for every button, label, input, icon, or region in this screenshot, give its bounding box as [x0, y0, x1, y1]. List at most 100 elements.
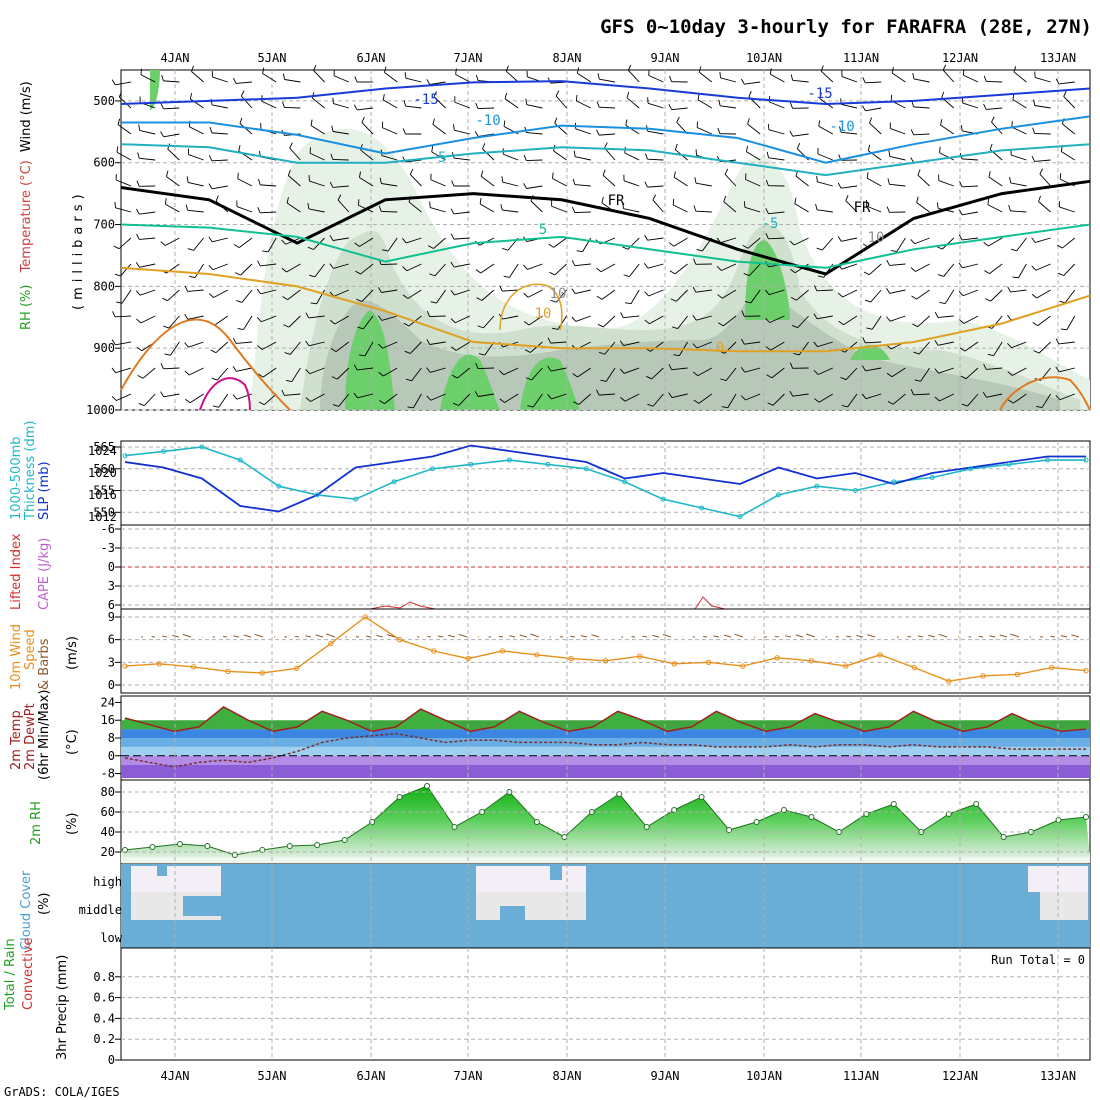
wind-barb-flag: [959, 181, 963, 188]
thickness-point: [968, 466, 974, 472]
wind-barb: [554, 122, 567, 135]
wind-barb-flag: [1031, 265, 1037, 271]
wind-barb: [139, 237, 156, 240]
pressure-tick-label: 500: [93, 94, 115, 108]
wind-barb-flag: [208, 183, 213, 190]
rh-point: [973, 801, 980, 807]
wind-barb: [625, 124, 640, 135]
wind-barb: [194, 263, 204, 278]
wind-barb-flag: [673, 354, 680, 357]
wind-barb: [409, 174, 422, 187]
wind-barb: [550, 341, 567, 344]
wind-barb-flag: [1032, 322, 1039, 327]
bottom-date-label: 11JAN: [843, 1069, 879, 1083]
wind-barb-flag: [789, 240, 795, 246]
cloud-fill: [121, 864, 1090, 948]
rh-point: [204, 843, 211, 849]
wind-barb-flag: [1034, 71, 1036, 78]
rh-shade-area: [345, 310, 395, 410]
wind-barb-flag: [282, 296, 288, 301]
surface-wind-barb: [999, 634, 1008, 638]
wind-barb-flag: [572, 206, 576, 213]
lifted-tick-label: -6: [101, 522, 115, 536]
wind-barb-flag: [262, 67, 265, 74]
wind-barb: [818, 393, 834, 403]
wind-barb-flag: [164, 353, 171, 356]
wind-barb-flag: [646, 375, 652, 380]
wind-barb: [623, 315, 640, 319]
wind-barb-flag: [597, 323, 604, 328]
wind-barb: [577, 72, 592, 83]
wind-barb-flag: [671, 326, 678, 330]
wind-barb-flag: [991, 116, 995, 123]
rh-point: [780, 807, 787, 813]
wind-barb: [649, 315, 664, 325]
wind-frame: [120, 608, 1091, 694]
wind-barb-flag: [622, 246, 629, 250]
thickness-point: [237, 457, 243, 463]
wind-barb-flag: [523, 321, 530, 326]
wind-barb-flag: [987, 354, 994, 357]
cloud-cell: [550, 866, 562, 880]
wind-barb-flag: [620, 312, 624, 318]
rh-label: RH (%): [19, 285, 34, 330]
cloud-cell: [157, 866, 167, 876]
wind-barb-flag: [596, 129, 600, 136]
wind-barb: [599, 133, 616, 136]
wind-barb-flag: [958, 262, 963, 269]
wind-barb-flag: [136, 208, 140, 215]
bottom-date-label: 8JAN: [553, 1069, 582, 1083]
wind-barb: [1038, 341, 1051, 354]
wind-barb: [745, 393, 761, 401]
wind-barb-flag: [257, 260, 261, 267]
wind-barb-flag: [549, 271, 556, 276]
wind-barb-flag: [184, 370, 190, 376]
wind-barb: [624, 152, 640, 161]
rh-shade-area: [745, 240, 790, 320]
wind-barb: [406, 237, 422, 244]
wind-barb: [697, 99, 713, 109]
wind-barb-flag: [379, 400, 385, 405]
wind-speed-point: [808, 658, 815, 664]
wind-barb-flag: [623, 274, 630, 278]
wind-barb: [381, 210, 398, 213]
wind-barb-flag: [936, 202, 939, 209]
wind-barb: [770, 73, 785, 83]
wind-barb: [406, 263, 422, 272]
thickness-point: [545, 461, 551, 467]
rh-point: [149, 844, 156, 850]
wind-barb: [768, 289, 785, 296]
wind-barb-flag: [790, 74, 794, 81]
contour-label: 0: [716, 340, 724, 356]
wind-speed-point: [499, 648, 506, 654]
wind-barb-flag: [676, 116, 680, 123]
wind-barb: [577, 367, 592, 378]
wind-barb-flag: [820, 65, 824, 72]
rh-tick-label: 80: [101, 785, 115, 799]
wind-barb: [188, 154, 204, 161]
wind-barb-flag: [185, 398, 191, 404]
wind-barb: [314, 263, 325, 278]
wind-barb: [600, 263, 616, 273]
wind-barb-flag: [960, 375, 967, 380]
wind-barb: [454, 289, 470, 296]
thickness-point: [468, 461, 474, 467]
wind-barb: [652, 393, 664, 407]
wind-barb: [722, 289, 737, 299]
wind-barb-flag: [911, 295, 917, 300]
wind-barb-flag: [1055, 78, 1060, 85]
wind-barb: [648, 75, 664, 83]
wind-barb: [336, 367, 350, 380]
wind-barb: [816, 289, 833, 292]
wind-barb: [990, 289, 1003, 302]
temp-band: [121, 729, 1090, 738]
surface-wind-barb: [978, 635, 984, 638]
surface-wind-barb: [233, 635, 240, 638]
wind-barb-flag: [403, 322, 410, 327]
wind-barb-flag: [934, 311, 939, 318]
wind-barb-flag: [329, 181, 334, 188]
wind-barb-flag: [136, 233, 140, 240]
wind-barb-flag: [813, 285, 818, 292]
wind-barb: [602, 174, 616, 187]
